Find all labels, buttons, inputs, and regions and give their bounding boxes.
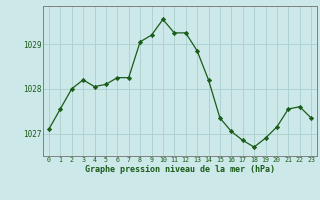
X-axis label: Graphe pression niveau de la mer (hPa): Graphe pression niveau de la mer (hPa): [85, 165, 275, 174]
